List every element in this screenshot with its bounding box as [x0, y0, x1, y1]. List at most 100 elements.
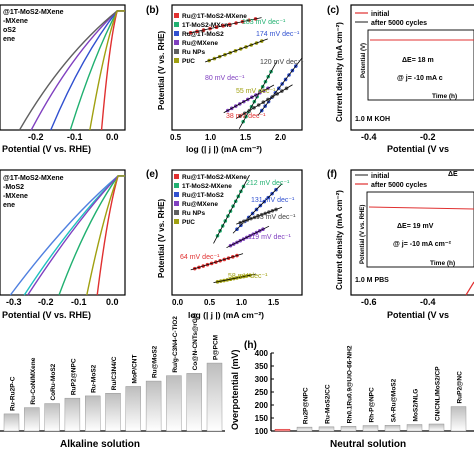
legend-marker: [174, 58, 179, 63]
bar-g-7: [125, 386, 142, 432]
panel-g: Ru-Ru2P-C Ru-CoN/MXene CoRu-MoS2 RuP2@NPC Ru…: [0, 313, 225, 450]
tafel-fit-line-3: [236, 206, 283, 225]
panel-b-xtick-1: 0.5: [170, 133, 182, 142]
bar-g-4: [64, 397, 81, 432]
panel-a-legend-1: @1T-MoS2-MXene: [3, 9, 64, 16]
slope-label: 64 mV dec⁻¹: [180, 254, 220, 261]
panel-h-label: (h): [244, 340, 257, 351]
panel-a-curves: [18, 10, 125, 131]
bar-h-label: Rh-P@NPC: [369, 387, 376, 423]
y-tick-label: 400: [255, 349, 269, 358]
panel-c-label: (c): [327, 5, 339, 16]
bar-h-7: [406, 424, 423, 432]
polarization-curve-6: [86, 175, 125, 296]
panel-e-xlabel: log (| j |) (mA cm⁻²): [188, 310, 264, 320]
polarization-curve-5: [27, 175, 125, 296]
bar-g-label: Ru-MoS2: [91, 364, 98, 393]
legend-marker: [174, 49, 179, 54]
bar-h-label: RuP2@NC: [457, 371, 464, 404]
bar-g-label: Ru/g-C3N4-C-TiO2: [172, 316, 179, 373]
panel-e-xtick-2: 0.5: [204, 298, 216, 307]
panel-e-xtick-3: 1.0: [236, 298, 248, 307]
panel-a-xtick-2: -0.1: [67, 132, 83, 142]
bar-g-label: Ru@MoS2: [152, 345, 159, 378]
panel-c-xtick-2: -0.2: [420, 132, 436, 142]
panel-c-inset-ylabel: Potential (V): [361, 43, 367, 78]
panel-b-legend: Ru@1T-MoS2-MXene 1T-MoS2-MXene Ru@1T-MoS…: [174, 13, 247, 65]
panel-b-xtick-3: 1.5: [240, 133, 252, 142]
panel-f: (f) initial ΔE after 5000 cycles ΔE= 19 …: [327, 169, 474, 320]
polarization-curve-6: [89, 10, 125, 131]
panel-e-legend-1: Ru@1T-MoS2-MXene: [182, 174, 247, 181]
panel-a-xtick-3: 0.0: [106, 132, 119, 142]
panel-f-legend-1: initial: [371, 173, 389, 180]
tafel-fit-line-4: [223, 84, 275, 114]
panel-d-legend-1: @1T-MoS2-MXene: [3, 175, 64, 182]
panel-f-inset-ann-1: ΔE= 19 mV: [397, 223, 434, 230]
tafel-fit-line-2: [257, 58, 303, 117]
bar-h-label: MoS2/NLG: [413, 389, 420, 422]
panel-e: (e) Ru@1T-MoS2-MXene 1T-MoS2-MXene Ru@1T…: [146, 169, 303, 320]
bar-h-label: Rh0.1Ru0.9@UiO-66-NH2: [347, 345, 354, 423]
panel-e-ylabel: Potential (V vs. RHE): [157, 199, 166, 278]
legend-marker: [174, 40, 179, 45]
panel-c-legend-2: after 5000 cycles: [371, 20, 427, 27]
panel-d-xtick-1: -0.3: [6, 297, 22, 307]
bar-h-label: SA-Ru@MoS2: [391, 378, 398, 422]
panel-e-xtick-4: 1.5: [268, 298, 280, 307]
panel-f-xtick-2: -0.4: [420, 297, 436, 307]
panel-e-legend-6: Pt/C: [182, 219, 195, 226]
panel-e-legend: Ru@1T-MoS2-MXene 1T-MoS2-MXene Ru@1T-MoS…: [174, 174, 247, 226]
bar-g-label: RuP2@NPC: [70, 358, 77, 395]
panel-d-frame: [0, 169, 126, 296]
panel-b-xtick-2: 1.0: [205, 133, 217, 142]
panel-f-inset-ylabel: Potential (V vs. RHE): [360, 205, 366, 264]
y-tick-label: 200: [255, 401, 269, 410]
bar-g-label: Co@N-CNTs@rGO: [192, 313, 199, 370]
bar-g-label: P@PCM: [213, 335, 220, 360]
panel-c: (c) initial after 5000 cycles ΔE= 18 m @…: [327, 4, 474, 154]
panel-f-legend-2: after 5000 cycles: [371, 182, 427, 189]
slope-label: 119 mV dec⁻¹: [248, 234, 292, 241]
panel-d: @1T-MoS2-MXene -MoS2 -MXene ene -0.3 -0.…: [0, 169, 126, 320]
tafel-fit-line-5: [205, 38, 268, 63]
panel-b-xtick-4: 2.0: [275, 133, 287, 142]
panel-c-legend-1: initial: [371, 11, 389, 18]
panel-f-frame: [350, 169, 474, 296]
legend-marker: [174, 183, 179, 188]
bar-h-6: [384, 425, 401, 432]
slope-label: 183 mV dec⁻¹: [242, 19, 286, 26]
panel-g-bars: Ru-Ru2P-C Ru-CoN/MXene CoRu-MoS2 RuP2@NPC Ru…: [3, 313, 223, 432]
panel-e-legend-4: Ru@MXene: [182, 201, 218, 208]
bar-g-8: [145, 380, 162, 432]
bar-h-label: Our work: [281, 399, 288, 428]
panel-a-legend-4: ene: [3, 36, 15, 43]
slope-label: 55 mV dec⁻¹: [236, 88, 276, 95]
panel-b-legend-1: Ru@1T-MoS2-MXene: [182, 13, 247, 20]
panel-e-label: (e): [146, 169, 158, 180]
legend-marker: [174, 201, 179, 206]
panel-f-ylabel: Current density (mA cm⁻²): [335, 190, 344, 290]
panel-a: @1T-MoS2-MXene -MXene oS2 ene -0.2 -0.1 …: [0, 4, 126, 154]
slope-label: 212 mV dec⁻¹: [246, 180, 290, 187]
bar-g-9: [166, 375, 182, 432]
bar-h-label: Ru2P@NPC: [303, 387, 310, 424]
panel-h-yticks: 100 150 200 250 300 350 400: [255, 349, 274, 436]
bar-h-label: CN/CNL/MoS2/CP: [435, 366, 442, 421]
panel-c-xlabel: Potential (V vs: [387, 144, 449, 154]
panel-f-rising-curve: [465, 281, 474, 296]
polarization-curve-1: [100, 10, 125, 131]
panel-c-inset: [367, 29, 474, 101]
panel-d-legend-2: -MoS2: [3, 184, 24, 191]
panel-b-xlabel: log (| j |) (mA cm⁻²): [186, 144, 262, 154]
tafel-fit-line-1: [238, 60, 278, 130]
polarization-curve-3: [50, 10, 125, 131]
panel-e-legend-2: 1T-MoS2-MXene: [182, 183, 232, 190]
legend-marker: [174, 13, 179, 18]
slope-label: 93 mV dec⁻¹: [256, 214, 296, 221]
panel-d-xtick-4: 0.0: [106, 297, 119, 307]
tafel-fit-line-2: [232, 183, 283, 234]
bar-g-label: Ru-Ru2P-C: [10, 376, 17, 411]
panel-g-xlabel: Alkaline solution: [60, 439, 140, 450]
panel-d-legend-3: -MXene: [3, 193, 28, 200]
